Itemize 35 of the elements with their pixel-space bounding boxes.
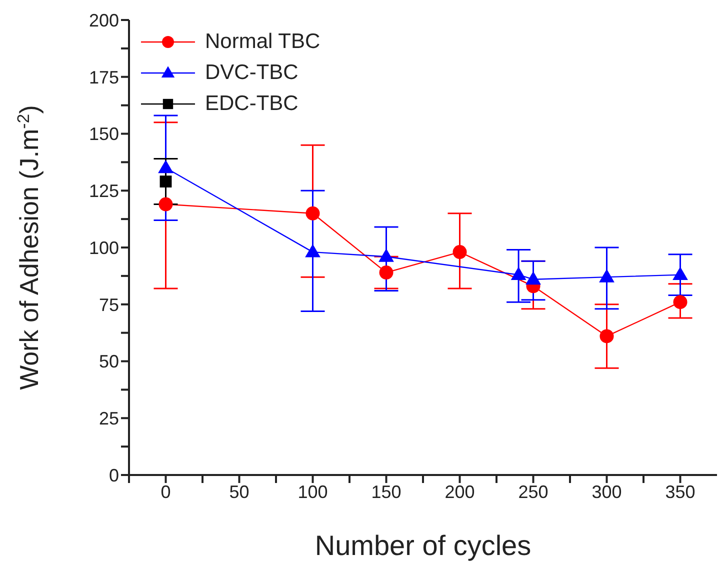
point (306, 206, 320, 220)
x-tick-label: 150 (371, 482, 402, 502)
point (158, 160, 174, 174)
point (526, 271, 541, 285)
point (160, 176, 172, 188)
x-axis-title: Number of cycles (314, 530, 532, 561)
y-tick-label: 100 (88, 238, 119, 258)
point (600, 329, 614, 344)
point (158, 197, 173, 212)
y-tick-label: 50 (98, 352, 119, 372)
legend-label: Normal TBC (205, 30, 320, 54)
x-tick-label: 200 (444, 482, 475, 502)
y-tick-label: 75 (98, 294, 119, 315)
y-tick-label: 125 (88, 181, 119, 202)
point (510, 266, 526, 280)
y-tick-label: 25 (98, 408, 119, 429)
point (379, 266, 394, 280)
y-tick-label: 150 (88, 124, 119, 144)
x-tick-label: 100 (298, 482, 328, 502)
point (672, 266, 688, 280)
point (452, 245, 467, 260)
legend-label: DVC-TBC (205, 60, 298, 84)
x-tick-label: 250 (518, 482, 548, 502)
x-tick-label: 0 (160, 482, 171, 502)
x-tick-label: 300 (592, 482, 622, 502)
y-tick-label: 175 (88, 67, 119, 88)
y-tick-label: 0 (108, 465, 119, 486)
point (673, 295, 688, 310)
x-tick-label: 50 (229, 482, 250, 502)
point (599, 269, 614, 282)
x-tick-label: 350 (665, 482, 696, 502)
y-tick-label: 200 (88, 10, 119, 30)
point (305, 244, 320, 258)
point (378, 248, 394, 262)
legend-label: EDC-TBC (205, 92, 298, 116)
